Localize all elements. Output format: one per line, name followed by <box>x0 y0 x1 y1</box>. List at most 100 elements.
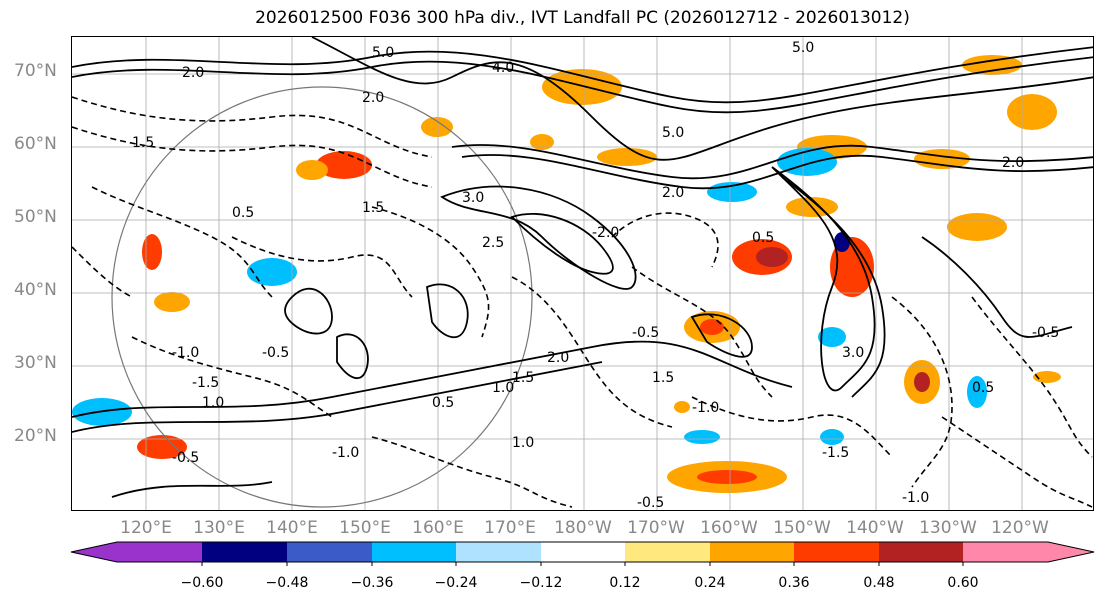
lon-label-130e: 130°E <box>193 518 245 538</box>
shade-blob <box>1033 371 1061 383</box>
colorbar-label: 0.12 <box>609 575 641 591</box>
shade-blob <box>247 258 297 286</box>
lat-label-40: 40°N <box>14 280 57 300</box>
colorbar-label: −0.24 <box>434 575 478 591</box>
shade-blob <box>154 292 190 312</box>
lat-label-70: 70°N <box>14 61 57 81</box>
colorbar-label: −0.36 <box>350 575 394 591</box>
colorbar-label: −0.12 <box>519 575 563 591</box>
lon-label-130w: 130°W <box>919 518 977 538</box>
shade-blob <box>967 376 987 408</box>
colorbar <box>70 541 1095 566</box>
colorbar-segment <box>117 542 202 562</box>
shade-blob <box>820 429 844 445</box>
lon-label-180w: 180°W <box>554 518 612 538</box>
contour-label: 2.0 <box>547 350 569 366</box>
colorbar-segments <box>71 542 1094 562</box>
colorbar-segment <box>287 542 372 562</box>
contour-label: 1.0 <box>492 380 514 396</box>
shade-blob <box>530 134 554 150</box>
contour-label: 5.0 <box>662 125 684 141</box>
shade-blob <box>914 372 930 392</box>
contour-label: -1.0 <box>902 490 929 506</box>
contour-label: 0.5 <box>232 205 254 221</box>
contour-label: 2.0 <box>362 90 384 106</box>
contour-label: -0.5 <box>1032 325 1059 341</box>
colorbar-extend-high <box>1048 542 1094 562</box>
colorbar-extend-low <box>71 542 117 562</box>
lon-label-120w: 120°W <box>991 518 1049 538</box>
contour-label: 2.0 <box>662 185 684 201</box>
shade-blob <box>597 148 657 166</box>
lon-label-150w: 150°W <box>773 518 831 538</box>
shade-blob <box>684 430 720 444</box>
lat-label-20: 20°N <box>14 426 57 446</box>
lat-label-60: 60°N <box>14 134 57 154</box>
dashed-contours <box>72 96 1093 508</box>
contour-label: 5.0 <box>372 45 394 61</box>
contour-label: 1.5 <box>132 135 154 151</box>
shade-blob <box>142 234 162 270</box>
colorbar-label: 0.60 <box>947 575 979 591</box>
colorbar-segment <box>456 542 541 562</box>
contour-label: -0.5 <box>172 450 199 466</box>
contour-label: -1.0 <box>332 445 359 461</box>
map-canvas: 5.0 5.0 4.0 2.0 2.0 2.0 2.0 2.0 3.0 5.0 … <box>72 37 1093 511</box>
contour-label: 0.5 <box>432 395 454 411</box>
contour-label: 2.0 <box>1002 155 1024 171</box>
contour-label: 1.0 <box>512 435 534 451</box>
colorbar-label: −0.48 <box>265 575 309 591</box>
contour-label: -1.5 <box>822 445 849 461</box>
contour-label: 2.0 <box>182 65 204 81</box>
colorbar-ticks <box>201 562 964 566</box>
contour-label: -1.5 <box>192 375 219 391</box>
contour-label: 4.0 <box>492 60 514 76</box>
shade-blob <box>542 69 622 105</box>
contour-label: 0.5 <box>972 380 994 396</box>
contour-label: -0.5 <box>262 345 289 361</box>
lon-label-120e: 120°E <box>120 518 172 538</box>
colorbar-segment <box>794 542 879 562</box>
lon-label-170e: 170°E <box>484 518 536 538</box>
contour-label: 1.5 <box>652 370 674 386</box>
lon-label-140e: 140°E <box>266 518 318 538</box>
lon-label-150e: 150°E <box>339 518 391 538</box>
shade-blob <box>962 55 1022 75</box>
contour-label: 1.5 <box>512 370 534 386</box>
landfall-circle <box>111 86 533 508</box>
colorbar-outline <box>70 541 1095 563</box>
lat-label-50: 50°N <box>14 207 57 227</box>
colorbar-label: 0.48 <box>863 575 895 591</box>
contour-label: 3.0 <box>842 345 864 361</box>
shade-blob <box>700 319 724 335</box>
lon-label-170w: 170°W <box>627 518 685 538</box>
shade-blob <box>947 213 1007 241</box>
colorbar-label: 0.36 <box>778 575 810 591</box>
contour-label: 5.0 <box>792 40 814 56</box>
shade-blob <box>421 117 453 137</box>
colorbar-segment <box>625 542 710 562</box>
lon-label-160e: 160°E <box>412 518 464 538</box>
shade-blob <box>296 160 328 180</box>
colorbar-segment <box>879 542 963 562</box>
lat-label-30: 30°N <box>14 353 57 373</box>
graticule <box>72 37 1093 510</box>
shade-blob <box>1007 94 1057 130</box>
colorbar-segment <box>541 542 625 562</box>
colorbar-label: −0.60 <box>180 575 224 591</box>
contour-label: -2.0 <box>592 225 619 241</box>
shade-blob <box>697 470 757 484</box>
shade-blob <box>137 435 187 459</box>
contour-label: 0.5 <box>752 230 774 246</box>
colorbar-segment <box>710 542 794 562</box>
shade-blob <box>674 401 690 413</box>
colorbar-segment <box>372 542 456 562</box>
colorbar-label: 0.24 <box>694 575 726 591</box>
contour-label: -0.5 <box>637 495 664 511</box>
contour-label: -0.5 <box>632 325 659 341</box>
contour-label: 2.5 <box>482 235 504 251</box>
contour-label: 1.0 <box>202 395 224 411</box>
lon-label-160w: 160°W <box>700 518 758 538</box>
contour-label-layer: 5.0 5.0 4.0 2.0 2.0 2.0 2.0 2.0 3.0 5.0 … <box>132 40 1059 511</box>
contour-label: -1.0 <box>692 400 719 416</box>
